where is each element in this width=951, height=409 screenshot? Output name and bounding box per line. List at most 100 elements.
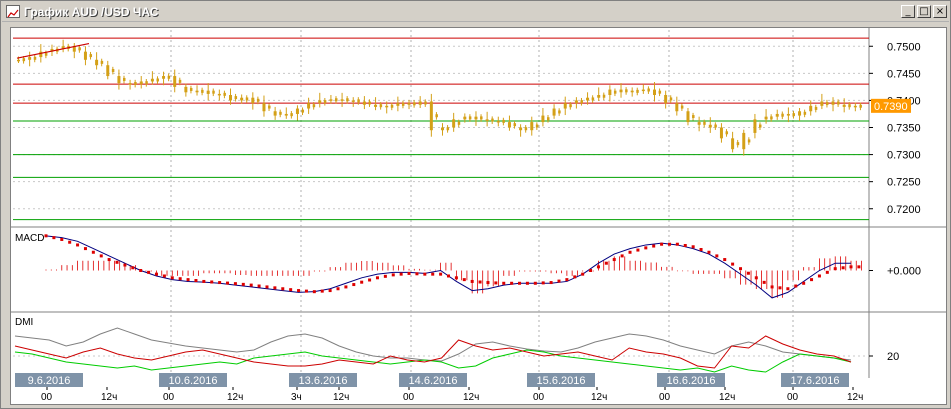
hour-label: 12ч <box>333 392 349 403</box>
macd-signal-dot <box>502 281 506 285</box>
macd-signal-dot <box>383 274 387 278</box>
candle-body <box>407 103 411 105</box>
macd-signal-dot <box>810 278 814 282</box>
candle-body <box>675 103 679 112</box>
macd-signal-dot <box>604 261 608 265</box>
trend-line <box>16 42 90 59</box>
candle-body <box>625 89 628 93</box>
date-label-badge <box>527 373 595 387</box>
candle-body <box>418 101 422 105</box>
date-label: 10.6.2016 <box>169 375 218 387</box>
candle-body <box>770 116 773 120</box>
candle-body <box>803 111 807 115</box>
macd-signal-dot <box>565 278 569 282</box>
macd-signal-dot <box>273 286 277 290</box>
candle-body <box>385 105 389 108</box>
candle-body <box>268 105 271 109</box>
dmi-label: DMI <box>15 317 33 328</box>
candle-body <box>725 131 729 135</box>
macd-signal-dot <box>76 243 80 247</box>
candle-body <box>128 83 132 85</box>
hour-label: 12ч <box>101 392 117 403</box>
candle-body <box>245 97 249 101</box>
title-bar[interactable]: График AUD /USD ЧАС _ □ × <box>2 2 949 22</box>
y-tick-label: 0.7500 <box>887 41 921 53</box>
candle-body <box>619 89 623 93</box>
candle-body <box>753 119 757 133</box>
candle-body <box>229 95 232 101</box>
candle-body <box>396 103 400 106</box>
candle-body <box>351 100 355 102</box>
candle-body <box>647 88 650 92</box>
macd-signal-dot <box>794 284 798 288</box>
candle-body <box>731 138 735 150</box>
candle-body <box>742 132 746 150</box>
y-tick-label: 0.7350 <box>887 123 921 135</box>
candle-body <box>17 59 20 62</box>
macd-signal-dot <box>596 265 600 269</box>
current-price-badge <box>871 98 911 113</box>
candle-body <box>22 58 26 62</box>
macd-signal-dot <box>233 282 237 286</box>
candle-body <box>452 119 456 128</box>
macd-signal-dot <box>423 272 427 276</box>
candle-body <box>747 139 751 143</box>
candle-body <box>39 51 43 58</box>
macd-signal-dot <box>249 283 253 287</box>
macd-signal-dot <box>857 265 861 269</box>
y-tick-label: 0.7450 <box>887 68 921 80</box>
candle-body <box>636 89 639 93</box>
candle-body <box>524 127 528 131</box>
candle-body <box>602 94 606 98</box>
candle-body <box>535 124 539 128</box>
date-label: 15.6.2016 <box>537 375 586 387</box>
hour-label: 00 <box>403 392 415 403</box>
macd-signal-dot <box>454 276 458 280</box>
candle-body <box>134 82 137 85</box>
candle-body <box>173 76 177 87</box>
candle-body <box>413 102 416 106</box>
candle-body <box>502 119 505 123</box>
macd-signal-dot <box>652 244 656 248</box>
candle-body <box>692 115 695 119</box>
candle-body <box>759 124 762 128</box>
macd-signal-dot <box>825 270 829 274</box>
maximize-button[interactable]: □ <box>917 5 931 18</box>
macd-signal-dot <box>218 281 222 285</box>
chart-canvas[interactable]: 0.75000.74500.74000.73500.73000.72500.72… <box>11 28 946 404</box>
chart-area[interactable]: 0.75000.74500.74000.73500.73000.72500.72… <box>10 27 947 405</box>
macd-signal-dot <box>297 289 301 293</box>
candle-body <box>547 117 550 121</box>
candle-body <box>686 111 690 123</box>
candle-body <box>251 97 255 104</box>
candle-body <box>362 101 366 105</box>
macd-zero-label: +0.000 <box>887 266 921 278</box>
date-label: 13.6.2016 <box>299 375 348 387</box>
macd-signal-dot <box>312 290 316 294</box>
candle-body <box>641 89 645 92</box>
candle-body <box>809 105 813 112</box>
candle-body <box>162 76 166 79</box>
minimize-button[interactable]: _ <box>901 5 915 18</box>
candle-body <box>859 104 862 108</box>
candle-body <box>201 89 204 93</box>
candle-body <box>111 69 115 72</box>
candle-body <box>195 90 199 93</box>
y-tick-label: 0.7300 <box>887 150 921 162</box>
macd-signal-dot <box>660 242 664 246</box>
macd-signal-dot <box>644 246 648 250</box>
close-button[interactable]: × <box>933 5 947 18</box>
macd-signal-dot <box>518 281 522 285</box>
macd-signal-dot <box>131 266 135 270</box>
candle-body <box>390 104 394 108</box>
candle-body <box>837 101 840 105</box>
candle-body <box>792 113 795 117</box>
hour-label: 00 <box>163 392 175 403</box>
candle-body <box>786 113 790 116</box>
dmi-minus-line <box>14 335 852 369</box>
macd-signal-dot <box>778 286 782 290</box>
macd-signal-dot <box>281 287 285 291</box>
macd-signal-dot <box>439 272 443 276</box>
macd-signal-dot <box>289 288 293 292</box>
